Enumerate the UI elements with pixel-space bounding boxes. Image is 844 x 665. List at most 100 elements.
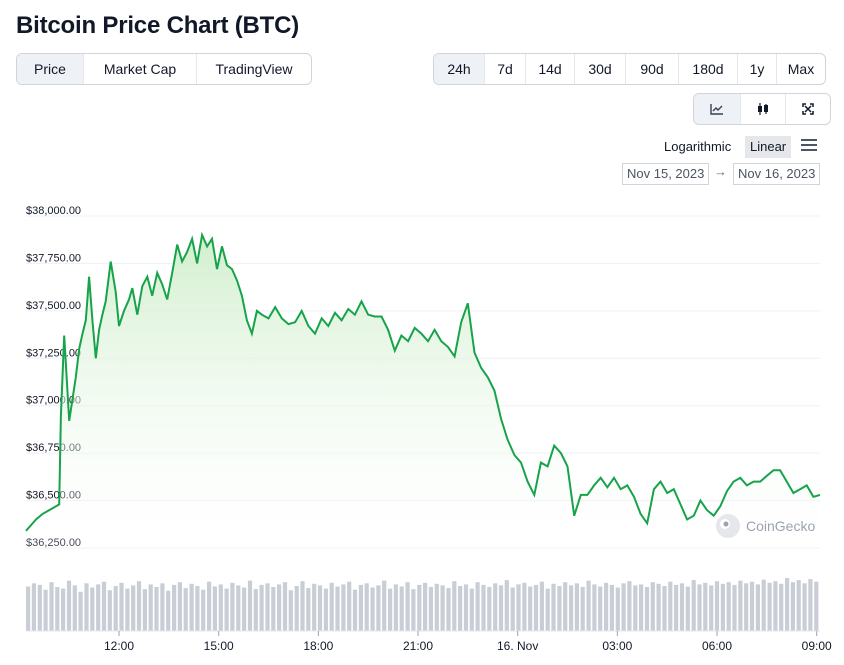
volume-bar	[609, 584, 614, 631]
volume-bar	[604, 582, 609, 631]
menu-icon[interactable]	[801, 139, 817, 151]
volume-bar	[242, 587, 247, 631]
volume-bar	[498, 585, 504, 631]
volume-bar	[744, 583, 749, 631]
volume-bar	[125, 588, 130, 631]
volume-bar	[709, 585, 714, 631]
volume-bar	[107, 590, 112, 631]
volume-bar	[265, 583, 270, 631]
volume-bar	[504, 580, 509, 631]
range-30d[interactable]: 30d	[575, 54, 626, 84]
volume-bar	[808, 579, 813, 631]
volume-bar	[458, 586, 463, 631]
volume-bar	[785, 578, 790, 631]
volume-bar	[592, 584, 597, 631]
volume-bar	[183, 588, 188, 631]
volume-bar	[189, 583, 194, 631]
volume-bar	[463, 584, 469, 631]
volume-bar	[446, 588, 451, 631]
volume-bar	[271, 587, 276, 631]
volume-bar	[510, 587, 515, 631]
chart-type-tabs: Price Market Cap TradingView	[16, 53, 312, 85]
x-tick-label: 18:00	[303, 639, 333, 653]
x-tick-label: 15:00	[204, 639, 234, 653]
volume-bar	[312, 583, 317, 631]
volume-bar	[31, 583, 36, 631]
volume-bar	[417, 584, 422, 631]
volume-bar	[714, 581, 720, 631]
volume-bar	[142, 589, 147, 631]
volume-bar	[598, 586, 603, 631]
volume-bar	[154, 587, 159, 631]
tab-price[interactable]: Price	[17, 54, 84, 84]
range-90d[interactable]: 90d	[626, 54, 679, 84]
volume-bar	[177, 582, 182, 631]
tab-tradingview[interactable]: TradingView	[215, 61, 293, 77]
volume-bar	[201, 589, 206, 631]
scale-logarithmic[interactable]: Logarithmic	[664, 139, 732, 154]
volume-bar	[428, 587, 433, 631]
volume-bar	[61, 588, 66, 631]
volume-bar	[247, 580, 253, 631]
range-1y[interactable]: 1y	[738, 54, 777, 84]
volume-bar	[341, 584, 346, 631]
range-24h[interactable]: 24h	[434, 54, 485, 84]
volume-bar	[434, 583, 439, 631]
volume-bar	[300, 581, 305, 631]
volume-bar	[218, 584, 223, 631]
volume-bar	[37, 584, 42, 631]
candlestick-icon[interactable]	[741, 94, 786, 124]
y-tick-label: $37,750.00	[26, 252, 81, 264]
volume-bar	[627, 581, 632, 631]
date-arrow: →	[714, 164, 727, 179]
volume-bar	[43, 589, 48, 631]
range-14d[interactable]: 14d	[526, 54, 575, 84]
range-7d[interactable]: 7d	[485, 54, 526, 84]
fullscreen-icon[interactable]	[786, 94, 830, 124]
price-area	[26, 235, 820, 548]
volume-bar	[615, 587, 620, 631]
range-selector: 24h 7d 14d 30d 90d 180d 1y Max	[433, 53, 826, 85]
watermark-label: CoinGecko	[746, 518, 815, 534]
tab-market-cap[interactable]: Market Cap	[84, 54, 197, 84]
y-tick-label: $38,000.00	[26, 205, 81, 217]
volume-bar	[364, 583, 369, 631]
volume-bar	[656, 583, 661, 631]
date-from-input[interactable]: Nov 15, 2023	[622, 163, 710, 185]
range-180d[interactable]: 180d	[679, 54, 738, 84]
volume-bar	[691, 580, 696, 631]
scale-linear[interactable]: Linear	[745, 136, 792, 158]
volume-bar	[347, 581, 352, 631]
volume-bar	[697, 584, 702, 631]
page-title: Bitcoin Price Chart (BTC)	[16, 12, 300, 39]
volume-bar	[796, 580, 801, 631]
volume-bar	[277, 584, 282, 631]
volume-bar	[230, 582, 235, 631]
volume-bar	[580, 587, 585, 631]
volume-bar	[399, 586, 404, 631]
volume-bar	[452, 581, 457, 631]
volume-bar	[755, 584, 760, 631]
volume-bar	[644, 587, 650, 631]
volume-bar	[388, 588, 393, 631]
volume-bar	[136, 581, 142, 631]
volume-bar	[382, 580, 387, 631]
line-chart-icon[interactable]	[694, 94, 741, 124]
volume-bar	[207, 581, 212, 631]
date-to-input[interactable]: Nov 16, 2023	[733, 163, 821, 185]
range-max[interactable]: Max	[787, 61, 815, 77]
volume-bar	[376, 585, 381, 631]
volume-bar	[732, 584, 737, 631]
volume-bar	[557, 586, 562, 631]
x-tick-label: 12:00	[104, 639, 134, 653]
volume-bar	[411, 589, 416, 631]
volume-bar	[358, 584, 363, 631]
x-tick-label: 06:00	[702, 639, 732, 653]
view-mode-selector	[693, 93, 831, 125]
y-tick-label: $37,250.00	[26, 347, 81, 359]
volume-bar	[329, 582, 334, 631]
volume-bar	[586, 580, 591, 631]
volume-bar	[633, 585, 638, 631]
volume-bar	[66, 580, 72, 631]
